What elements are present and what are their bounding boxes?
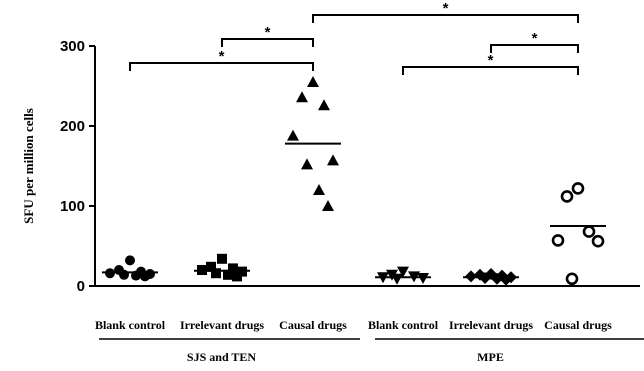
data-point bbox=[591, 234, 605, 248]
data-point bbox=[491, 272, 503, 285]
data-point bbox=[223, 269, 233, 280]
data-point bbox=[287, 129, 299, 141]
x-category-label: Blank control bbox=[368, 318, 439, 332]
data-point bbox=[206, 261, 216, 272]
data-point bbox=[571, 182, 585, 195]
data-point bbox=[560, 190, 574, 203]
x-category-label: Irrelevant drugs bbox=[180, 318, 264, 332]
data-point bbox=[232, 271, 242, 282]
y-tick-label: 100 bbox=[60, 198, 85, 215]
significance-star: * bbox=[265, 24, 271, 41]
data-point bbox=[119, 269, 129, 280]
data-point bbox=[217, 253, 227, 264]
data-point bbox=[228, 263, 238, 274]
significance-bracket bbox=[129, 62, 314, 71]
data-point bbox=[327, 154, 339, 166]
y-tick-label: 300 bbox=[60, 38, 85, 55]
group-label: MPE bbox=[477, 350, 504, 364]
y-tick-label: 200 bbox=[60, 118, 85, 135]
significance-star: * bbox=[488, 52, 494, 69]
group-label: SJS and TEN bbox=[187, 350, 256, 364]
data-point bbox=[551, 234, 565, 247]
data-point bbox=[296, 91, 308, 103]
data-point bbox=[307, 76, 319, 87]
significance-star: * bbox=[219, 48, 225, 65]
significance-star: * bbox=[443, 0, 449, 17]
x-category-label: Irrelevant drugs bbox=[449, 318, 533, 332]
x-category-label: Blank control bbox=[95, 318, 166, 332]
y-axis-label: SFU per million cells bbox=[21, 108, 36, 224]
data-point bbox=[301, 158, 313, 170]
x-category-label: Causal drugs bbox=[279, 318, 347, 332]
data-point bbox=[211, 268, 221, 279]
significance-bracket bbox=[490, 44, 579, 53]
x-category-label: Causal drugs bbox=[544, 318, 612, 332]
data-point bbox=[565, 272, 579, 286]
data-point bbox=[313, 184, 325, 195]
significance-bracket bbox=[312, 14, 579, 23]
data-point bbox=[140, 271, 150, 282]
significance-star: * bbox=[532, 30, 538, 47]
significance-bracket bbox=[221, 38, 314, 47]
data-point bbox=[397, 266, 409, 278]
y-tick-label: 0 bbox=[77, 278, 85, 295]
data-point bbox=[417, 273, 429, 284]
data-point bbox=[582, 225, 596, 238]
significance-bracket bbox=[402, 66, 579, 75]
data-point bbox=[322, 200, 334, 211]
data-point bbox=[125, 255, 135, 266]
data-point bbox=[318, 99, 330, 111]
